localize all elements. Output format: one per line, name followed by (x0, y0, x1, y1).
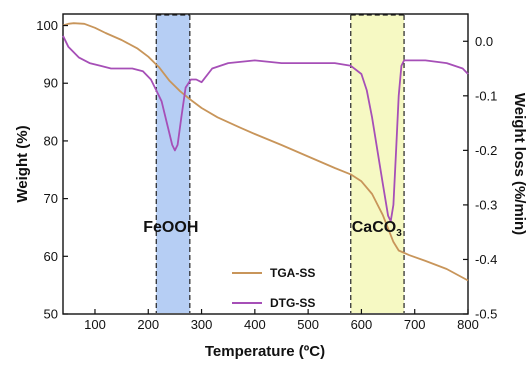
y-axis-right-title: Weight loss (%/min) (511, 93, 527, 235)
y-right-tick-label: -0.5 (475, 307, 497, 322)
legend: TGA-SS DTG-SS (232, 266, 315, 310)
y-left-tick-label: 50 (44, 307, 58, 322)
legend-label-tga-ss: TGA-SS (270, 266, 315, 280)
y-right-tick-label: 0.0 (475, 34, 493, 49)
legend-label-dtg-ss: DTG-SS (270, 296, 315, 310)
x-tick-label: 800 (457, 317, 479, 332)
y-right-tick-label: -0.3 (475, 197, 497, 212)
region-label-subscript: 3 (396, 228, 402, 239)
series-group (62, 22, 469, 282)
y-axis-left-title: Weight (%) (14, 125, 31, 202)
x-tick-label: 700 (404, 317, 426, 332)
y-left-tick-label: 100 (36, 18, 58, 33)
x-tick-label: 400 (244, 317, 266, 332)
x-tick-label: 300 (191, 317, 213, 332)
shaded-region-1 (156, 15, 190, 313)
x-axis-title: Temperature (ºC) (205, 343, 325, 360)
shaded-regions (155, 14, 405, 313)
y-left-tick-label: 80 (44, 133, 58, 148)
plot-frame (62, 13, 469, 315)
x-tick-label: 200 (137, 317, 159, 332)
axis-ticks: 100 200 300 400 500 600 700 800 50 60 70 80 90 100 0.0… (36, 18, 497, 332)
y-right-tick-label: -0.2 (475, 143, 497, 158)
y-right-tick-label: -0.4 (475, 252, 497, 267)
x-tick-label: 100 (84, 317, 106, 332)
series-line-dtg-ss (62, 35, 469, 223)
region-label-feooh: FeOOH (143, 219, 198, 236)
region-label-caco3: CaCO3 (352, 219, 402, 239)
series-line-tga-ss (62, 22, 469, 282)
y-left-tick-label: 70 (44, 191, 58, 206)
x-tick-label: 500 (297, 317, 319, 332)
region-labels: FeOOH CaCO3 (143, 219, 402, 239)
x-tick-label: 600 (351, 317, 373, 332)
y-right-tick-label: -0.1 (475, 88, 497, 103)
y-left-tick-label: 90 (44, 76, 58, 91)
y-left-tick-label: 60 (44, 249, 58, 264)
